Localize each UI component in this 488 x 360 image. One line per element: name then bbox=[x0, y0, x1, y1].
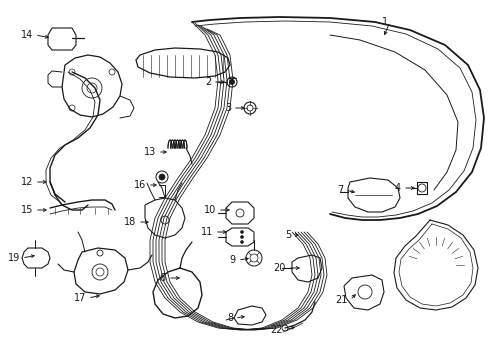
Text: 9: 9 bbox=[229, 255, 236, 265]
Text: 20: 20 bbox=[273, 263, 285, 273]
Polygon shape bbox=[234, 306, 265, 325]
Polygon shape bbox=[225, 202, 253, 224]
Circle shape bbox=[229, 80, 234, 85]
Polygon shape bbox=[48, 28, 76, 50]
Polygon shape bbox=[136, 48, 229, 78]
Circle shape bbox=[240, 230, 243, 234]
Text: 18: 18 bbox=[123, 217, 136, 227]
Text: 15: 15 bbox=[20, 205, 33, 215]
Text: 3: 3 bbox=[224, 103, 230, 113]
Polygon shape bbox=[291, 255, 321, 282]
Text: 16: 16 bbox=[134, 180, 146, 190]
Text: 2: 2 bbox=[204, 77, 210, 87]
Text: 22: 22 bbox=[270, 325, 283, 335]
Text: 8: 8 bbox=[226, 313, 232, 323]
Text: 5: 5 bbox=[284, 230, 290, 240]
Text: 13: 13 bbox=[143, 147, 156, 157]
Text: 21: 21 bbox=[335, 295, 347, 305]
Circle shape bbox=[240, 240, 243, 243]
Polygon shape bbox=[347, 178, 399, 212]
Text: 10: 10 bbox=[203, 205, 216, 215]
Polygon shape bbox=[62, 55, 122, 117]
Polygon shape bbox=[22, 248, 50, 268]
Text: 6: 6 bbox=[160, 273, 165, 283]
Circle shape bbox=[240, 235, 243, 238]
Text: 14: 14 bbox=[20, 30, 33, 40]
Text: 4: 4 bbox=[394, 183, 400, 193]
Polygon shape bbox=[145, 198, 184, 238]
Text: 19: 19 bbox=[8, 253, 20, 263]
Polygon shape bbox=[74, 248, 128, 294]
Text: 1: 1 bbox=[381, 17, 387, 27]
Circle shape bbox=[159, 174, 164, 180]
Text: 7: 7 bbox=[336, 185, 342, 195]
Polygon shape bbox=[225, 228, 253, 246]
Text: 12: 12 bbox=[20, 177, 33, 187]
Text: 11: 11 bbox=[201, 227, 213, 237]
Text: 17: 17 bbox=[74, 293, 86, 303]
Polygon shape bbox=[343, 275, 383, 310]
